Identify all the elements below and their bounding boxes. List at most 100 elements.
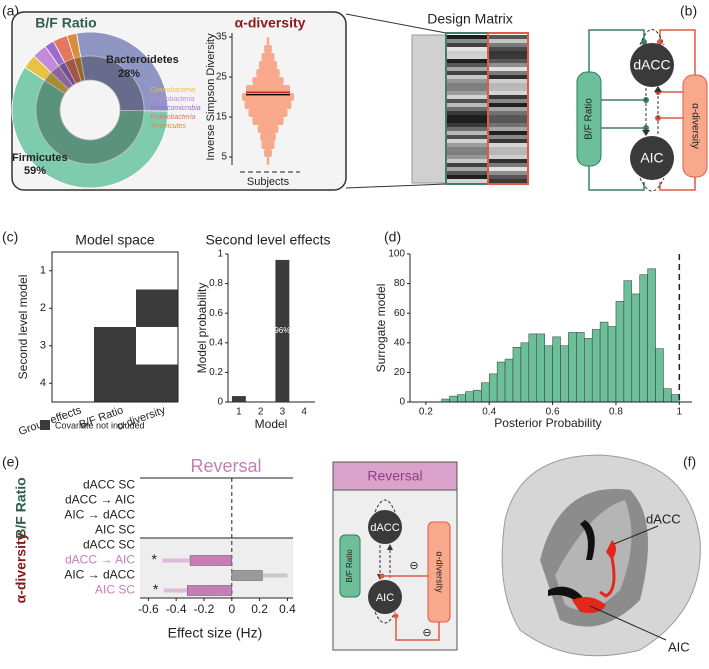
matrix-cell <box>488 167 528 171</box>
matrix-cell <box>446 51 488 55</box>
histogram-bar <box>496 361 506 403</box>
junction <box>641 39 647 45</box>
node <box>630 136 674 180</box>
x-tick-label: -0.6 <box>138 602 159 616</box>
matrix-block <box>411 34 447 184</box>
y-axis-label: Second level model <box>16 275 30 380</box>
node-label: dACC <box>370 522 399 534</box>
histogram-bar <box>465 391 474 403</box>
histogram-bar <box>552 336 561 403</box>
node-label: dACC <box>633 57 670 73</box>
violin-slice <box>264 45 272 53</box>
covariate-label: α-diversity <box>689 103 700 149</box>
y-tick-label: 0 <box>399 397 405 408</box>
matrix-cell <box>446 43 488 47</box>
histogram-bar <box>520 342 530 403</box>
y-tick-label: 3 <box>40 340 46 352</box>
region-dacc <box>606 540 616 560</box>
x-tick-label: 0.4 <box>279 602 296 616</box>
matrix-cell <box>446 175 488 179</box>
bar <box>189 555 233 566</box>
matrix-cell <box>94 289 136 327</box>
y-tick-label: dACC → AIC <box>65 493 135 507</box>
legend-label: Cyanobacteria <box>150 87 195 94</box>
legend-label: Verrucomicrobia <box>150 105 201 112</box>
histogram-bar <box>647 268 656 403</box>
matrix-cell <box>488 63 528 67</box>
matrix-cell <box>446 179 488 183</box>
bar <box>187 585 233 596</box>
matrix-cell <box>136 252 178 290</box>
histogram-bar <box>631 293 640 403</box>
matrix-cell <box>446 83 488 87</box>
matrix-cell <box>446 79 488 83</box>
matrix-cell <box>446 119 488 123</box>
x-tick-label: 0.4 <box>482 407 496 418</box>
pie-inner-slice <box>73 56 86 82</box>
histogram-bar <box>663 388 672 403</box>
matrix-cell <box>446 47 488 51</box>
legend-label: Covariate not included <box>55 420 145 430</box>
value-label: 59% <box>24 165 46 177</box>
matrix-cell <box>446 63 488 67</box>
x-tick-label: 0.8 <box>609 407 623 418</box>
y-tick-label: AIC SC <box>95 523 135 537</box>
matrix-cell <box>446 115 488 119</box>
sign: ⊖ <box>409 560 418 572</box>
matrix-cell <box>488 71 528 75</box>
error-bar <box>163 588 211 593</box>
matrix-cell <box>488 75 528 79</box>
matrix-cell <box>446 107 488 111</box>
violin-slice <box>261 141 275 149</box>
region-label: dACC <box>646 511 681 526</box>
x-tick-label: -0.4 <box>166 602 187 616</box>
matrix-cell <box>488 103 528 107</box>
matrix-cell <box>488 99 528 103</box>
error-bar <box>237 573 288 578</box>
matrix-cell <box>446 167 488 171</box>
matrix-cell <box>446 147 488 151</box>
zoom-line <box>345 13 447 34</box>
node <box>368 580 402 614</box>
violin-slice <box>244 101 292 109</box>
arrow-head <box>387 544 393 550</box>
chart-title: Second level effects <box>205 232 330 248</box>
self-loop <box>639 177 665 192</box>
matrix-cell <box>488 147 528 151</box>
bar <box>231 570 263 581</box>
matrix-cell <box>446 139 488 143</box>
violin-slice <box>266 157 270 165</box>
x-tick-label: 3 <box>280 407 286 418</box>
y-tick-label: 4 <box>40 377 46 389</box>
histogram-bar <box>473 389 482 403</box>
brain-ventricle <box>580 520 595 560</box>
legend-label: Bacteroidetes <box>106 54 179 66</box>
x-tick-label: 0 <box>228 602 235 616</box>
legend-label: Tenericutes <box>150 123 186 130</box>
node <box>368 510 402 544</box>
y-tick-label: dACC → AIC <box>65 553 135 567</box>
y-tick-label: 40 <box>394 337 406 348</box>
legend-label: Proteobacteria <box>150 114 196 121</box>
histogram-bar <box>655 348 664 403</box>
junction <box>393 613 399 619</box>
violin-slice <box>258 61 278 69</box>
value-label: 28% <box>118 68 140 80</box>
label-line <box>589 605 667 641</box>
covariate-label: B/F Ratio <box>345 549 354 583</box>
connection <box>588 166 645 191</box>
matrix-cell <box>488 159 528 163</box>
matrix-cell <box>446 103 488 107</box>
matrix-cell <box>488 39 528 43</box>
histogram-bar <box>528 333 537 403</box>
matrix-cell <box>446 59 488 63</box>
matrix-cell <box>488 67 528 71</box>
design-matrix-title: Design Matrix <box>427 11 513 27</box>
matrix-cell <box>488 91 528 95</box>
matrix-cell <box>446 99 488 103</box>
matrix-cell <box>446 35 488 39</box>
matrix-cell <box>52 252 94 290</box>
histogram-bar <box>671 394 680 403</box>
